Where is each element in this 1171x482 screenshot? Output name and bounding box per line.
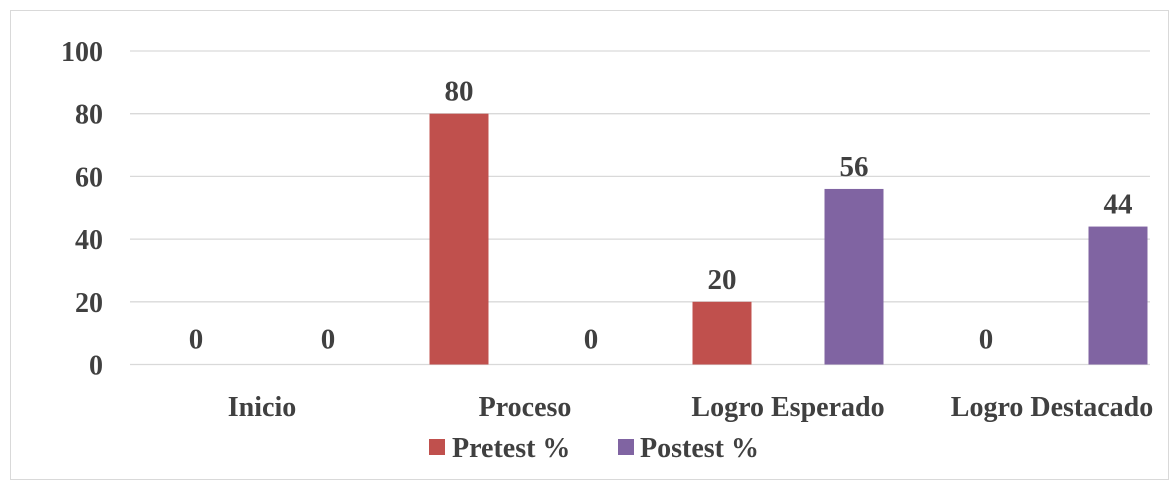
data-label: 0 [321, 324, 336, 356]
y-tick-label: 0 [89, 351, 103, 382]
y-tick-label: 40 [75, 225, 103, 256]
category-label: Proceso [479, 392, 572, 423]
data-label: 20 [708, 264, 737, 296]
data-label: 0 [584, 324, 599, 356]
bar-pretest-logro-esperado [692, 301, 752, 365]
bar-pretest-proceso [429, 113, 489, 365]
chart-frame [10, 10, 1169, 480]
bar-postest-logro-esperado [824, 188, 884, 365]
legend-label-postest: Postest % [640, 433, 759, 464]
y-tick-label: 80 [75, 100, 103, 131]
bars [429, 113, 1148, 365]
category-label: Inicio [228, 392, 296, 423]
bar-postest-logro-destacado [1088, 226, 1148, 365]
data-labels: 0 0 80 0 20 56 0 44 [189, 76, 1133, 356]
data-label: 44 [1104, 189, 1133, 221]
legend-label-pretest: Pretest % [452, 433, 570, 464]
category-label: Logro Esperado [691, 392, 884, 423]
category-label: Logro Destacado [951, 392, 1153, 423]
y-tick-label: 100 [61, 37, 103, 68]
legend-swatch-postest [618, 439, 634, 455]
data-label: 56 [840, 151, 869, 183]
legend: Pretest % Postest % [429, 433, 759, 464]
data-label: 80 [445, 76, 474, 108]
y-axis-ticks: 0 20 40 60 80 100 [61, 37, 103, 382]
y-tick-label: 60 [75, 162, 103, 193]
y-tick-label: 20 [75, 288, 103, 319]
gridlines [130, 50, 1150, 366]
legend-swatch-pretest [429, 439, 445, 455]
data-label: 0 [189, 324, 204, 356]
data-label: 0 [979, 324, 994, 356]
x-axis-categories: Inicio Proceso Logro Esperado Logro Destaca… [228, 392, 1153, 423]
